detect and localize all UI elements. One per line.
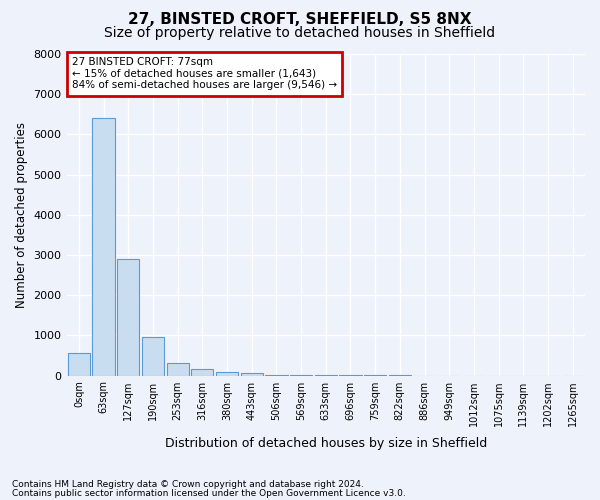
- Bar: [117, 259, 139, 376]
- Y-axis label: Number of detached properties: Number of detached properties: [15, 122, 28, 308]
- Bar: [265, 374, 287, 376]
- Text: 27, BINSTED CROFT, SHEFFIELD, S5 8NX: 27, BINSTED CROFT, SHEFFIELD, S5 8NX: [128, 12, 472, 28]
- Bar: [191, 370, 214, 376]
- Bar: [216, 372, 238, 376]
- Bar: [92, 118, 115, 376]
- Text: Contains HM Land Registry data © Crown copyright and database right 2024.: Contains HM Land Registry data © Crown c…: [12, 480, 364, 489]
- X-axis label: Distribution of detached houses by size in Sheffield: Distribution of detached houses by size …: [164, 437, 487, 450]
- Text: 27 BINSTED CROFT: 77sqm
← 15% of detached houses are smaller (1,643)
84% of semi: 27 BINSTED CROFT: 77sqm ← 15% of detache…: [72, 57, 337, 90]
- Bar: [142, 338, 164, 376]
- Text: Size of property relative to detached houses in Sheffield: Size of property relative to detached ho…: [104, 26, 496, 40]
- Text: Contains public sector information licensed under the Open Government Licence v3: Contains public sector information licen…: [12, 488, 406, 498]
- Bar: [241, 373, 263, 376]
- Bar: [167, 362, 189, 376]
- Bar: [68, 354, 90, 376]
